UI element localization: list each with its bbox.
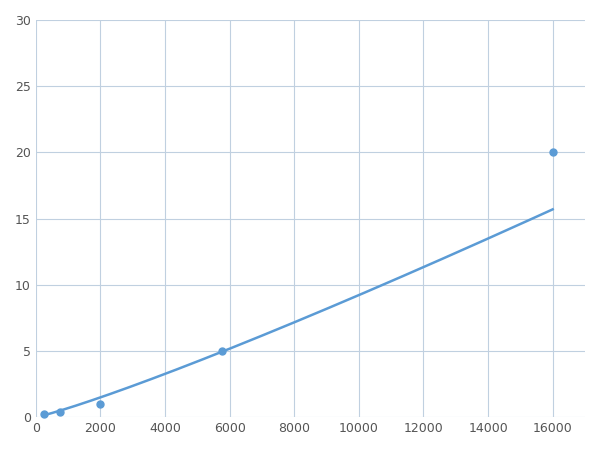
Point	[55, 408, 65, 415]
Point	[217, 347, 226, 355]
Point	[39, 411, 49, 418]
Point	[548, 149, 557, 156]
Point	[95, 400, 105, 408]
